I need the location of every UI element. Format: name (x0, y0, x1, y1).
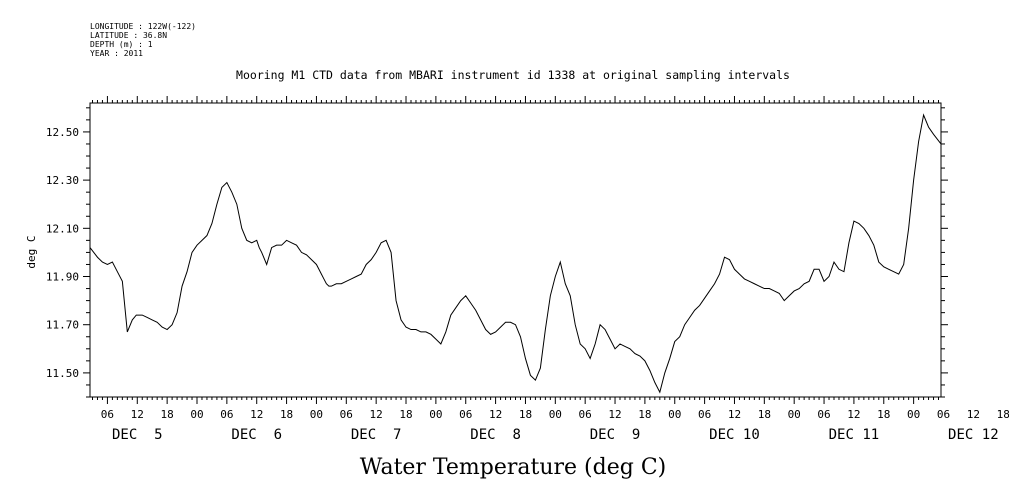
meta-latitude: LATITUDE : 36.8N (90, 31, 168, 40)
x-tick-label: 00 (549, 408, 562, 421)
x-tick-label: 06 (101, 408, 114, 421)
x-tick-label: 18 (758, 408, 771, 421)
series-line-water-temperature (89, 113, 942, 394)
x-tick-label: 00 (429, 408, 442, 421)
x-tick-label: 18 (161, 408, 174, 421)
x-tick-label: 12 (131, 408, 144, 421)
x-tick-label: 00 (788, 408, 801, 421)
metadata-block: LONGITUDE : 122W(-122) LATITUDE : 36.8N … (90, 22, 196, 58)
x-tick-label: 18 (399, 408, 412, 421)
x-tick-label: 12 (370, 408, 383, 421)
x-tick-label: 18 (280, 408, 293, 421)
day-label: DEC 11 (829, 427, 880, 443)
x-tick-label: 06 (220, 408, 233, 421)
y-tick-label: 11.90 (46, 271, 79, 284)
x-tick-label: 12 (608, 408, 621, 421)
x-tick-label: 00 (190, 408, 203, 421)
x-tick-label: 12 (847, 408, 860, 421)
x-tick-label: 18 (638, 408, 651, 421)
x-tick-label: 06 (459, 408, 472, 421)
day-label: DEC 6 (231, 427, 282, 443)
meta-longitude: LONGITUDE : 122W(-122) (90, 22, 196, 31)
meta-depth: DEPTH (m) : 1 (90, 40, 153, 49)
x-tick-label: 18 (997, 408, 1009, 421)
x-tick-label: 06 (340, 408, 353, 421)
x-tick-label: 00 (907, 408, 920, 421)
x-tick-label: 12 (250, 408, 263, 421)
y-tick-label: 12.50 (46, 126, 79, 139)
day-label: DEC 9 (590, 427, 641, 443)
x-tick-label: 06 (937, 408, 950, 421)
axis-ticks (83, 96, 948, 404)
y-tick-label: 12.10 (46, 222, 79, 235)
y-tick-labels: 11.50 11.70 11.90 12.10 12.30 12.50 (46, 126, 79, 380)
day-label: DEC 5 (112, 427, 163, 443)
day-label: DEC 7 (351, 427, 402, 443)
day-labels: DEC 5 DEC 6 DEC 7 DEC 8 DEC 9 DEC 10 DEC 11 DEC… (112, 427, 999, 443)
y-tick-label: 11.70 (46, 319, 79, 332)
chart-title: Mooring M1 CTD data from MBARI instrumen… (236, 68, 790, 82)
x-tick-label: 18 (877, 408, 890, 421)
y-tick-label: 11.50 (46, 367, 79, 380)
x-tick-label: 00 (668, 408, 681, 421)
x-tick-label: 12 (489, 408, 502, 421)
plot-frame (89, 102, 942, 398)
x-tick-label: 18 (519, 408, 532, 421)
x-tick-label: 12 (967, 408, 980, 421)
x-axis-title: Water Temperature (deg C) (360, 455, 667, 480)
x-tick-label: 06 (817, 408, 830, 421)
x-tick-label: 00 (310, 408, 323, 421)
x-tick-label: 06 (698, 408, 711, 421)
x-tick-label: 12 (728, 408, 741, 421)
day-label: DEC 10 (709, 427, 760, 443)
day-label: DEC 8 (470, 427, 521, 443)
x-tick-labels: 06 12 18 00 06 12 18 00 06 12 18 00 06 12 18 00 06 12 18 00… (101, 408, 1009, 421)
day-label: DEC 12 (948, 427, 999, 443)
meta-year: YEAR : 2011 (90, 49, 143, 58)
x-tick-label: 06 (579, 408, 592, 421)
y-tick-label: 12.30 (46, 174, 79, 187)
y-axis-label: deg C (25, 235, 38, 268)
